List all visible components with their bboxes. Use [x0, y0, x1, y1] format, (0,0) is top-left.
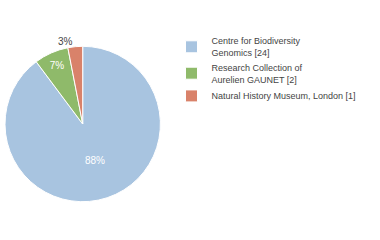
svg-text:Research Collection ofAurelien: Research Collection ofAurelien GAUNET [2… [212, 63, 303, 85]
svg-text:3%: 3% [58, 36, 73, 47]
svg-text:Centre for BiodiversityGenomic: Centre for BiodiversityGenomics [24] [212, 36, 301, 58]
svg-text:7%: 7% [50, 60, 65, 71]
svg-text:88%: 88% [85, 155, 105, 166]
svg-text:Natural History Museum, London: Natural History Museum, London [1] [212, 91, 356, 101]
